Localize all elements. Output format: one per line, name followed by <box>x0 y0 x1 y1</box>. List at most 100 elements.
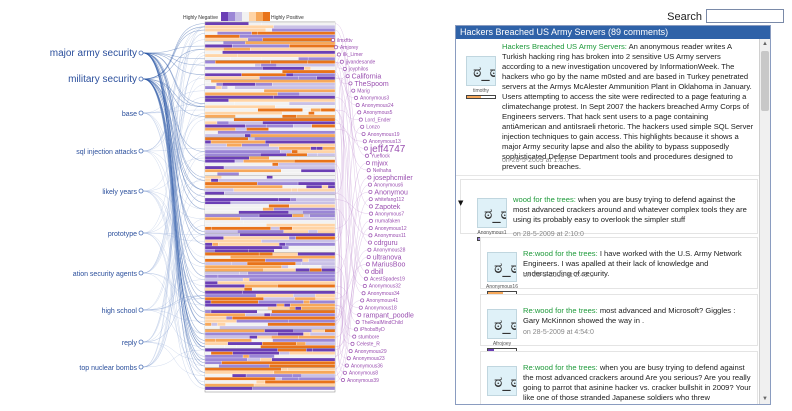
sentiment-cell[interactable] <box>204 127 236 131</box>
user-label[interactable]: Anonymou <box>374 189 408 196</box>
user-label[interactable]: Anonymous3 <box>360 96 389 102</box>
sentiment-cell[interactable] <box>204 181 258 186</box>
sentiment-cell[interactable] <box>204 306 268 311</box>
user-label[interactable]: Anonymous39 <box>347 378 379 384</box>
sentiment-cell[interactable] <box>278 162 336 167</box>
user-label[interactable]: ilk_Limer <box>343 52 363 58</box>
topic-node[interactable] <box>138 339 144 345</box>
sentiment-cell[interactable] <box>289 44 336 48</box>
sentiment-cell[interactable] <box>265 124 294 128</box>
collapse-arrow-icon[interactable]: ▼ <box>458 199 464 207</box>
sentiment-cell[interactable] <box>298 156 336 160</box>
sentiment-cell[interactable] <box>204 383 255 387</box>
sentiment-cell[interactable] <box>248 249 275 253</box>
sentiment-cell[interactable] <box>260 153 287 157</box>
user-label[interactable]: Anonymous34 <box>368 291 400 297</box>
topic-label[interactable]: prototype <box>108 231 137 238</box>
sentiment-cell[interactable] <box>204 63 256 67</box>
topic-label[interactable]: sql injection attacks <box>76 149 137 156</box>
sentiment-cell[interactable] <box>262 121 336 125</box>
sentiment-cell[interactable] <box>271 309 336 314</box>
sentiment-cell[interactable] <box>316 76 336 80</box>
topic-node[interactable] <box>138 50 144 56</box>
sentiment-cell[interactable] <box>282 245 290 250</box>
sentiment-cell[interactable] <box>221 361 336 365</box>
sentiment-cell[interactable] <box>263 268 296 272</box>
sentiment-cell[interactable] <box>282 111 309 115</box>
sentiment-cell[interactable] <box>204 290 243 295</box>
sentiment-cell[interactable] <box>204 265 282 269</box>
user-node[interactable] <box>336 52 341 57</box>
sentiment-cell[interactable] <box>257 181 299 186</box>
user-node[interactable] <box>357 110 362 115</box>
user-label[interactable]: Anonymous28 <box>373 248 405 254</box>
sentiment-cell[interactable] <box>303 213 310 218</box>
sentiment-cell[interactable] <box>265 28 273 32</box>
sentiment-cell[interactable] <box>288 265 309 269</box>
sentiment-cell[interactable] <box>243 287 253 291</box>
sentiment-cell[interactable] <box>204 130 218 135</box>
user-node[interactable] <box>368 189 373 194</box>
sentiment-cell[interactable] <box>257 335 272 339</box>
sentiment-cell[interactable] <box>204 345 225 349</box>
sentiment-cell[interactable] <box>227 341 263 346</box>
sentiment-cell[interactable] <box>294 297 316 301</box>
user-label[interactable]: dbill <box>371 269 384 276</box>
sentiment-cell[interactable] <box>261 21 336 26</box>
user-node[interactable] <box>345 74 350 79</box>
sentiment-cell[interactable] <box>210 79 336 83</box>
sentiment-cell[interactable] <box>288 101 336 106</box>
user-label[interactable]: Anonymous6 <box>374 182 403 188</box>
sentiment-cell[interactable] <box>242 354 250 359</box>
sentiment-cell[interactable] <box>297 188 336 192</box>
sentiment-cell[interactable] <box>204 258 266 263</box>
sentiment-cell[interactable] <box>309 332 336 336</box>
sentiment-cell[interactable] <box>279 242 286 247</box>
sentiment-cell[interactable] <box>210 309 258 314</box>
sentiment-cell[interactable] <box>204 361 222 365</box>
sentiment-cell[interactable] <box>293 124 312 128</box>
sentiment-cell[interactable] <box>240 217 336 221</box>
sentiment-cell[interactable] <box>253 383 336 387</box>
sentiment-cell[interactable] <box>217 281 336 285</box>
sentiment-cell[interactable] <box>306 185 323 189</box>
sentiment-cell[interactable] <box>274 249 336 253</box>
sentiment-cell[interactable] <box>275 377 282 381</box>
sentiment-cell[interactable] <box>268 204 290 208</box>
sentiment-cell[interactable] <box>301 261 336 266</box>
story-post[interactable]: ಠ_ಠ timothy Hackers Breached US Army Serve… <box>460 39 758 172</box>
sentiment-cell[interactable] <box>226 316 233 320</box>
sentiment-cell[interactable] <box>224 194 336 199</box>
sentiment-cell[interactable] <box>216 121 230 125</box>
sentiment-cell[interactable] <box>204 210 239 215</box>
sentiment-cell[interactable] <box>302 210 336 215</box>
user-label[interactable]: stumbore <box>358 334 379 340</box>
user-label[interactable]: TheSpoom <box>354 81 388 88</box>
sentiment-cell[interactable] <box>289 306 296 311</box>
sentiment-cell[interactable] <box>270 60 309 64</box>
sentiment-cell[interactable] <box>310 108 322 112</box>
sentiment-cell[interactable] <box>237 53 336 58</box>
sentiment-cell[interactable] <box>298 377 336 381</box>
sentiment-cell[interactable] <box>217 172 240 176</box>
sentiment-cell[interactable] <box>204 207 263 211</box>
sentiment-cell[interactable] <box>285 242 336 247</box>
user-label[interactable]: Anonymous13 <box>369 139 401 145</box>
sentiment-cell[interactable] <box>218 364 270 368</box>
search-input[interactable] <box>706 9 784 23</box>
sentiment-cell[interactable] <box>204 245 284 250</box>
sentiment-cell[interactable] <box>289 303 336 307</box>
user-label[interactable]: Anonymous18 <box>365 305 397 311</box>
sentiment-cell[interactable] <box>239 271 249 275</box>
comment-post[interactable]: ಠ_ಠ Anonymous16 Re:wood for the trees: I h… <box>480 237 758 295</box>
sentiment-cell[interactable] <box>245 313 265 317</box>
sentiment-cell[interactable] <box>248 277 336 282</box>
user-node[interactable] <box>365 153 369 158</box>
sentiment-cell[interactable] <box>311 329 325 333</box>
sentiment-cell[interactable] <box>217 130 336 135</box>
topic-label[interactable]: ation security agents <box>73 271 138 278</box>
sentiment-cell[interactable] <box>270 226 280 231</box>
sentiment-cell[interactable] <box>265 258 303 263</box>
user-node[interactable] <box>351 88 356 93</box>
sentiment-cell[interactable] <box>204 178 212 183</box>
